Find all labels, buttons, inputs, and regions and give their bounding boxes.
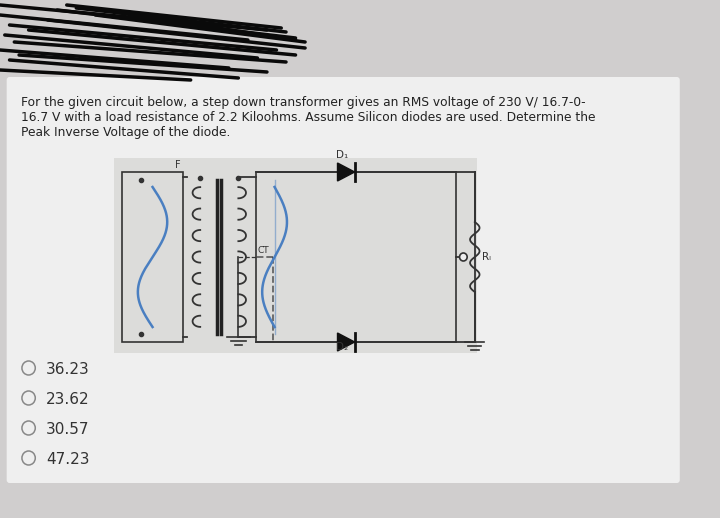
Bar: [114, 158, 477, 353]
Text: 30.57: 30.57: [46, 422, 89, 437]
Circle shape: [22, 451, 35, 465]
Text: 47.23: 47.23: [46, 452, 89, 467]
Circle shape: [22, 421, 35, 435]
Text: 36.23: 36.23: [46, 362, 89, 377]
Text: Rₗ: Rₗ: [482, 252, 491, 262]
Text: D₁: D₁: [336, 150, 348, 160]
Circle shape: [22, 391, 35, 405]
Text: For the given circuit below, a step down transformer gives an RMS voltage of 230: For the given circuit below, a step down…: [21, 96, 585, 109]
Text: D₂: D₂: [336, 342, 348, 352]
Circle shape: [459, 253, 467, 261]
Polygon shape: [338, 333, 355, 351]
Text: 16.7 V with a load resistance of 2.2 Kiloohms. Assume Silicon diodes are used. D: 16.7 V with a load resistance of 2.2 Kil…: [21, 111, 595, 124]
Polygon shape: [338, 163, 355, 181]
Text: CT: CT: [258, 246, 269, 255]
Text: 23.62: 23.62: [46, 392, 89, 407]
Bar: [256, 172, 456, 342]
FancyBboxPatch shape: [6, 77, 680, 483]
Circle shape: [22, 361, 35, 375]
Bar: [122, 172, 183, 342]
Text: Peak Inverse Voltage of the diode.: Peak Inverse Voltage of the diode.: [21, 126, 230, 139]
Text: F: F: [176, 160, 181, 170]
